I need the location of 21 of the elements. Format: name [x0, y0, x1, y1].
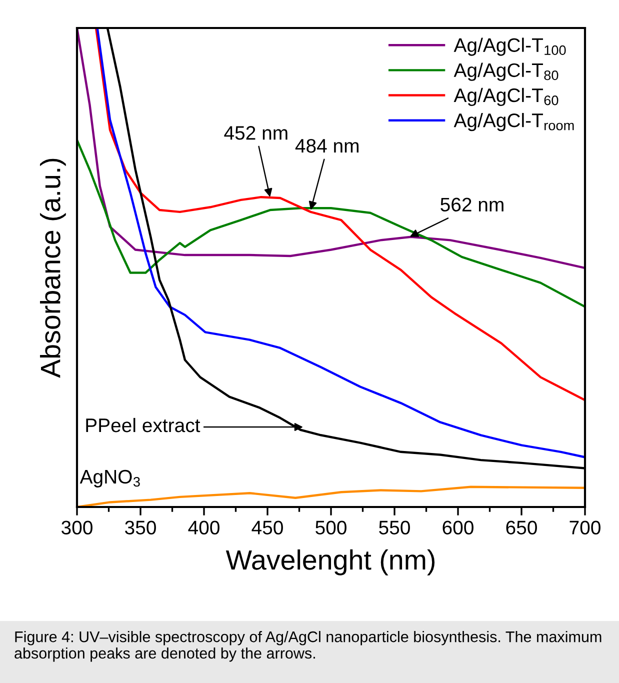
legend-label: Ag/AgCl-T$_{80}$	[454, 62, 558, 81]
x-tick-label: 350	[125, 520, 156, 534]
legend-label: Ag/AgCl-T$_{100}$	[454, 38, 566, 56]
y-axis-title: Absorbance (a.u.)	[40, 158, 66, 378]
caption: Figure 4: UV–visible spectroscopy of Ag/AgCl nanoparticle biosynthesis. The maximum absorption peaks are denoted by the arrows.	[14, 631, 602, 662]
x-tick-label: 500	[316, 520, 346, 534]
legend-label: Ag/AgCl-T$_{60}$	[454, 88, 558, 106]
x-tick-label: 700	[570, 520, 600, 534]
annotation: PPeel extract	[86, 418, 200, 432]
x-tick-label: 300	[62, 520, 92, 534]
x-tick-label: 650	[506, 520, 537, 534]
legend-label: Ag/AgCl-T$_{room}$	[454, 112, 574, 132]
x-tick-label: 450	[252, 520, 283, 534]
annotation: 484 nm	[295, 138, 358, 153]
x-tick-label: 600	[442, 520, 474, 534]
annotation: AgNO$_{3}$	[80, 470, 140, 488]
annotation: 452 nm	[224, 126, 288, 140]
x-tick-label: 550	[379, 520, 410, 534]
x-tick-label: 400	[188, 520, 220, 534]
x-axis-title: Wavelenght (nm)	[226, 549, 435, 576]
annotation: 562 nm	[440, 198, 504, 212]
